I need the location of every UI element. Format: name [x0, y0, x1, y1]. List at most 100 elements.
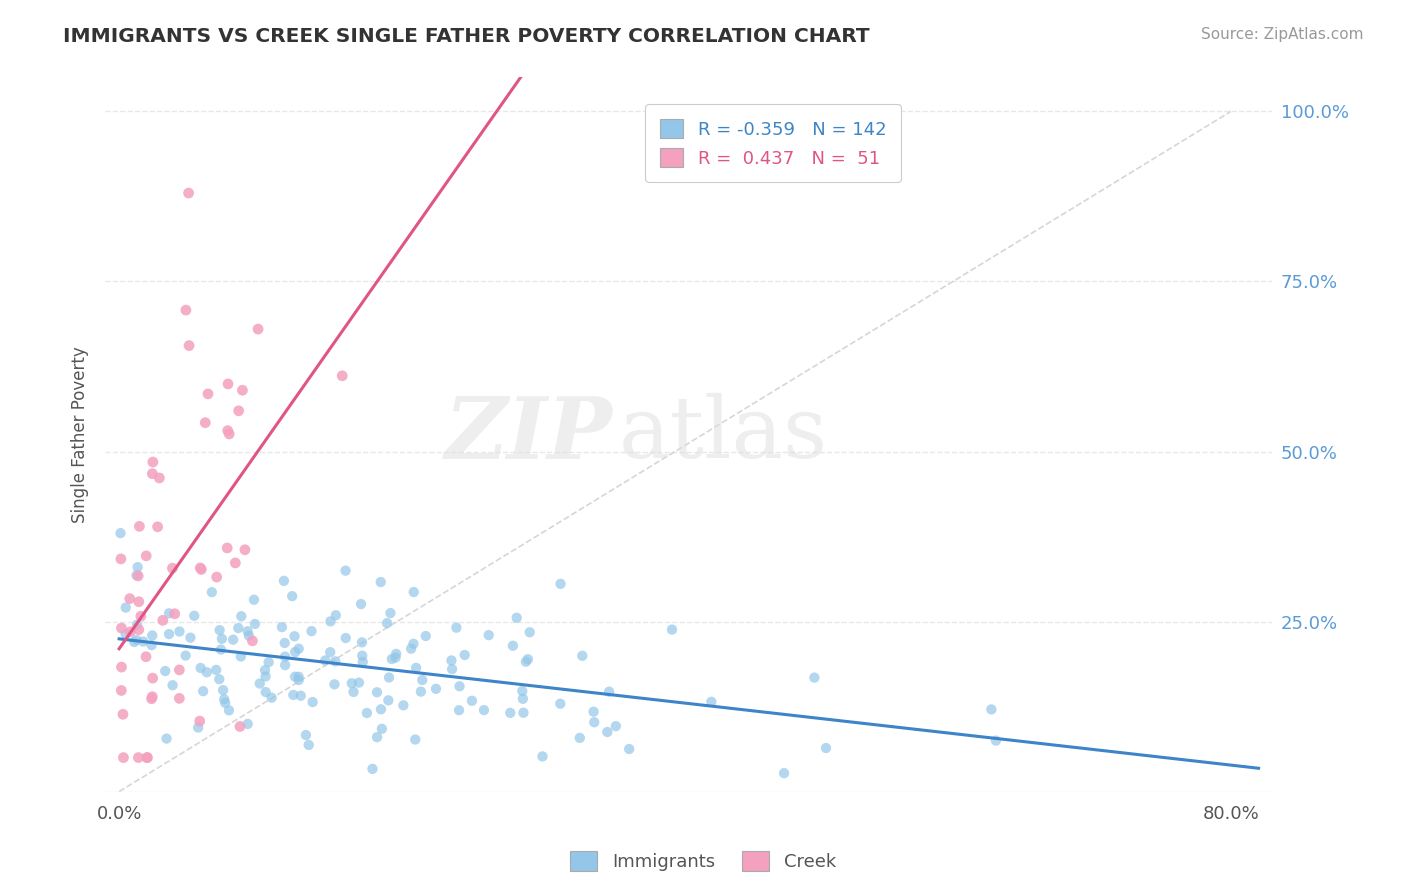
Point: [335, 631, 357, 645]
Point: [157, 627, 180, 641]
Point: [441, 662, 464, 676]
Point: [188, 561, 211, 575]
Point: [984, 733, 1007, 747]
Point: [187, 721, 209, 735]
Point: [142, 455, 165, 469]
Point: [243, 592, 266, 607]
Point: [236, 717, 259, 731]
Point: [229, 649, 252, 664]
Point: [583, 715, 606, 730]
Point: [512, 691, 534, 706]
Point: [217, 541, 239, 555]
Point: [402, 585, 425, 599]
Point: [238, 629, 260, 643]
Point: [582, 705, 605, 719]
Point: [163, 607, 186, 621]
Point: [254, 685, 277, 699]
Point: [148, 471, 170, 485]
Point: [446, 621, 468, 635]
Point: [135, 549, 157, 563]
Point: [254, 669, 277, 683]
Point: [110, 552, 132, 566]
Point: [114, 627, 136, 641]
Point: [229, 719, 252, 733]
Point: [370, 575, 392, 590]
Point: [128, 595, 150, 609]
Point: [478, 628, 501, 642]
Point: [274, 649, 297, 664]
Point: [290, 689, 312, 703]
Point: [404, 732, 426, 747]
Point: [110, 621, 132, 635]
Point: [605, 719, 627, 733]
Point: [205, 570, 228, 584]
Point: [281, 589, 304, 603]
Point: [152, 613, 174, 627]
Point: [350, 597, 373, 611]
Point: [122, 635, 145, 649]
Point: [222, 632, 245, 647]
Point: [247, 322, 270, 336]
Point: [183, 608, 205, 623]
Point: [214, 696, 236, 710]
Point: [129, 609, 152, 624]
Point: [415, 629, 437, 643]
Point: [295, 728, 318, 742]
Point: [111, 707, 134, 722]
Point: [194, 416, 217, 430]
Point: [243, 616, 266, 631]
Point: [319, 615, 342, 629]
Text: IMMIGRANTS VS CREEK SINGLE FATHER POVERTY CORRELATION CHART: IMMIGRANTS VS CREEK SINGLE FATHER POVERT…: [63, 27, 870, 45]
Point: [174, 648, 197, 663]
Point: [506, 611, 529, 625]
Point: [236, 624, 259, 639]
Point: [370, 702, 392, 716]
Point: [169, 691, 191, 706]
Point: [146, 520, 169, 534]
Point: [399, 641, 422, 656]
Point: [661, 623, 683, 637]
Point: [405, 661, 427, 675]
Point: [208, 672, 231, 686]
Point: [335, 564, 357, 578]
Point: [190, 562, 212, 576]
Point: [218, 703, 240, 717]
Point: [226, 621, 249, 635]
Point: [516, 652, 538, 666]
Point: [118, 591, 141, 606]
Point: [499, 706, 522, 720]
Point: [128, 519, 150, 533]
Point: [253, 663, 276, 677]
Text: atlas: atlas: [619, 393, 828, 476]
Point: [814, 741, 837, 756]
Point: [350, 635, 373, 649]
Text: ZIP: ZIP: [446, 392, 613, 476]
Point: [242, 633, 264, 648]
Point: [447, 703, 470, 717]
Text: Source: ZipAtlas.com: Source: ZipAtlas.com: [1201, 27, 1364, 42]
Point: [125, 632, 148, 647]
Point: [114, 600, 136, 615]
Point: [298, 738, 321, 752]
Point: [169, 624, 191, 639]
Point: [120, 624, 142, 639]
Point: [284, 645, 307, 659]
Point: [142, 671, 165, 685]
Point: [340, 676, 363, 690]
Point: [271, 620, 294, 634]
Point: [366, 685, 388, 699]
Point: [274, 658, 297, 673]
Point: [249, 676, 271, 690]
Point: [169, 663, 191, 677]
Point: [617, 742, 640, 756]
Point: [179, 631, 201, 645]
Point: [209, 642, 232, 657]
Point: [112, 750, 135, 764]
Point: [162, 678, 184, 692]
Point: [287, 670, 309, 684]
Point: [127, 560, 149, 574]
Point: [352, 648, 374, 663]
Point: [571, 648, 593, 663]
Point: [301, 624, 323, 639]
Point: [135, 750, 157, 764]
